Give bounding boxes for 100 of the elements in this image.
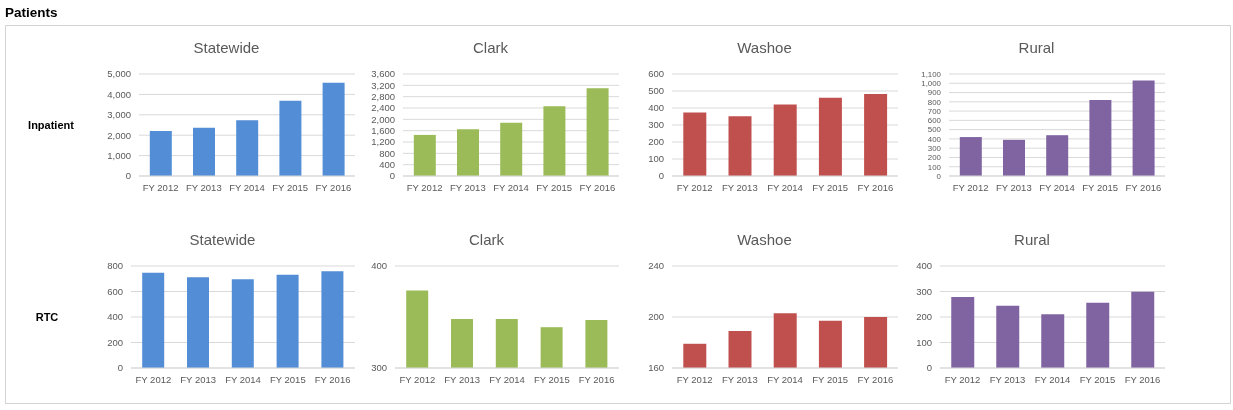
x-tick-label: FY 2015 — [536, 181, 573, 193]
bar — [996, 305, 1020, 368]
y-tick-label: 400 — [107, 311, 123, 323]
x-tick-label: FY 2015 — [812, 373, 849, 385]
y-axis-title: Inpatient — [27, 118, 75, 133]
bar — [543, 106, 566, 176]
bar — [586, 88, 609, 176]
chart-title: Rural — [1017, 38, 1056, 58]
x-tick-label: FY 2014 — [767, 181, 803, 193]
bar — [1131, 291, 1155, 368]
y-tick-label: 0 — [658, 170, 664, 182]
bar — [500, 122, 523, 176]
y-tick-label: 0 — [926, 362, 932, 374]
x-tick-label: FY 2013 — [721, 181, 758, 193]
y-tick-label: 400 — [371, 260, 387, 272]
x-tick-label: FY 2014 — [493, 181, 529, 193]
x-tick-label: FY 2015 — [533, 373, 570, 385]
x-tick-label: FY 2014 — [489, 373, 525, 385]
y-tick-label: 0 — [389, 170, 395, 182]
bar — [864, 93, 888, 176]
y-axis-title: RTC — [34, 310, 60, 325]
bar — [149, 131, 172, 176]
y-tick-label: 0 — [117, 362, 123, 374]
y-tick-label: 400 — [648, 102, 664, 114]
y-tick-label: 0 — [125, 170, 131, 182]
y-tick-label: 300 — [648, 119, 664, 131]
x-tick-label: FY 2012 — [676, 181, 713, 193]
x-tick-label: FY 2013 — [444, 373, 481, 385]
x-tick-label: FY 2012 — [952, 181, 989, 193]
x-tick-label: FY 2014 — [225, 373, 261, 385]
bar — [728, 116, 752, 176]
y-tick-label: 2,800 — [371, 91, 395, 103]
x-tick-label: FY 2016 — [315, 181, 352, 193]
y-tick-label: 240 — [648, 260, 664, 272]
text: Patients — [5, 4, 58, 21]
y-tick-label: 400 — [916, 260, 932, 272]
y-tick-label: 2,000 — [107, 129, 131, 141]
x-tick-label: FY 2012 — [399, 373, 436, 385]
y-tick-label: 3,200 — [371, 79, 395, 91]
y-tick-label: 100 — [648, 153, 664, 165]
x-tick-label: FY 2015 — [812, 181, 849, 193]
x-tick-label: FY 2012 — [944, 373, 981, 385]
y-tick-label: 3,600 — [371, 68, 395, 80]
x-tick-label: FY 2014 — [1039, 181, 1075, 193]
x-tick-label: FY 2013 — [449, 181, 486, 193]
x-tick-label: FY 2013 — [995, 181, 1032, 193]
y-tick-label: 2,400 — [371, 102, 395, 114]
y-tick-label: 2,000 — [371, 113, 395, 125]
x-tick-label: FY 2013 — [721, 373, 758, 385]
y-tick-label: 1,000 — [107, 149, 131, 161]
chart-title: Statewide — [188, 230, 257, 250]
bar — [1086, 302, 1110, 368]
x-tick-label: FY 2016 — [579, 181, 616, 193]
y-tick-label: 100 — [916, 336, 932, 348]
x-tick-label: FY 2013 — [989, 373, 1026, 385]
x-tick-label: FY 2016 — [1124, 373, 1161, 385]
x-tick-label: FY 2012 — [142, 181, 179, 193]
y-tick-label: 200 — [648, 136, 664, 148]
bar — [951, 297, 975, 368]
bar — [457, 129, 479, 176]
bar — [773, 104, 797, 176]
x-tick-label: FY 2012 — [676, 373, 713, 385]
x-tick-label: FY 2016 — [857, 373, 894, 385]
y-tick-label: 800 — [107, 260, 123, 272]
x-tick-label: FY 2016 — [578, 373, 615, 385]
x-tick-label: FY 2016 — [314, 373, 351, 385]
y-tick-label: 600 — [648, 68, 664, 80]
chart-title: Statewide — [192, 38, 261, 58]
y-tick-label: 200 — [916, 311, 932, 323]
y-tick-label: 200 — [648, 311, 664, 323]
bar — [1089, 99, 1112, 176]
bar — [683, 112, 707, 176]
y-tick-label: 1,600 — [371, 125, 395, 137]
bar — [279, 100, 302, 176]
bar — [322, 82, 345, 176]
x-tick-label: FY 2016 — [1125, 181, 1162, 193]
bar — [193, 127, 215, 176]
y-tick-label: 500 — [648, 85, 664, 97]
bar — [1132, 80, 1155, 176]
x-tick-label: FY 2012 — [135, 373, 172, 385]
bar — [818, 97, 842, 176]
y-tick-label: 5,000 — [107, 68, 131, 80]
bar — [959, 137, 982, 176]
x-tick-label: FY 2013 — [185, 181, 222, 193]
x-tick-label: FY 2014 — [767, 373, 803, 385]
y-tick-label: 300 — [371, 362, 387, 374]
x-tick-label: FY 2015 — [1079, 373, 1116, 385]
x-tick-label: FY 2014 — [229, 181, 265, 193]
bar — [236, 120, 259, 176]
y-tick-label: 160 — [648, 362, 664, 374]
x-tick-label: FY 2012 — [406, 181, 443, 193]
y-tick-label: 1,200 — [371, 136, 395, 148]
y-tick-label: 800 — [379, 147, 395, 159]
bar — [1046, 135, 1069, 176]
y-tick-label: 3,000 — [107, 109, 131, 121]
bar — [1041, 314, 1065, 368]
x-tick-label: FY 2014 — [1034, 373, 1071, 385]
bar — [413, 134, 436, 176]
chart-title: Clark — [468, 230, 505, 250]
chart-title: Rural — [1013, 230, 1051, 250]
